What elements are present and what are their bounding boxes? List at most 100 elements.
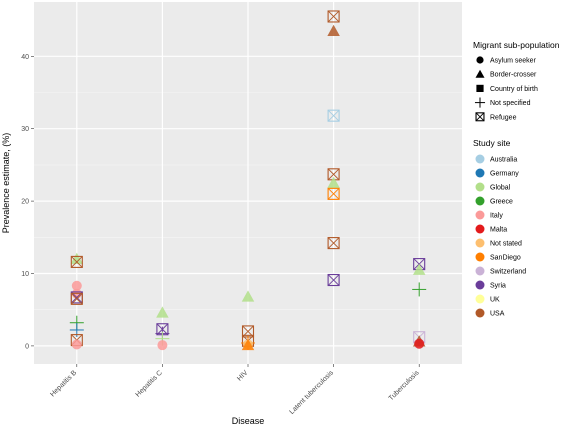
data-points [69, 10, 427, 351]
legend-color-key [475, 252, 485, 262]
marker-x2 [327, 109, 340, 122]
marker-box [70, 292, 83, 305]
marker-triangle [241, 338, 255, 351]
y-tick-label: 40 [21, 54, 29, 61]
legend-color-label: Global [490, 185, 511, 192]
legend-shape-title: Migrant sub-population [473, 40, 560, 50]
marker-x2 [70, 293, 83, 305]
legend-color-label: Switzerland [490, 269, 526, 276]
legend-color-label: Australia [490, 157, 517, 164]
legend-color-label: Syria [490, 283, 506, 290]
marker-circle [71, 280, 82, 291]
x-tick-label: Latent tuberculosis [289, 369, 336, 416]
x-tick-label: Tuberculosis [388, 369, 421, 402]
marker-triangle [412, 263, 426, 275]
legend-color-label: Malta [490, 227, 507, 234]
legend-color-label: USA [490, 311, 505, 318]
marker-square [476, 84, 484, 92]
x-axis-ticks: Hepatitis B Hepatitis C HIV Latent tubercul… [49, 364, 421, 416]
data-point [71, 280, 82, 291]
legend-color-key [475, 210, 485, 220]
data-point [241, 290, 255, 302]
data-point [327, 187, 340, 200]
legend-shape-label: Country of birth [490, 86, 538, 93]
x-tick-label: Hepatitis C [135, 369, 164, 398]
legend-color-label: Greece [490, 199, 513, 206]
y-tick-label: 20 [21, 199, 29, 206]
legend-color-key [475, 238, 485, 248]
marker-circle [476, 56, 484, 64]
marker-circle [414, 338, 425, 349]
y-axis-ticks: 0 10 20 30 40 [21, 54, 34, 350]
legend-shape-key [474, 97, 486, 108]
legend-shape-key [475, 69, 485, 78]
legend-shape-label: Asylum seeker [490, 58, 537, 65]
data-point [327, 176, 340, 188]
marker-box [475, 112, 485, 122]
marker-triangle [327, 176, 340, 188]
marker-x2 [70, 256, 83, 268]
marker-box [327, 10, 340, 23]
data-point [327, 109, 340, 122]
legend-color-title: Study site [473, 138, 511, 148]
legend-color-key [475, 196, 485, 206]
legend-color-label: Not stated [490, 241, 522, 248]
data-point [327, 10, 340, 23]
data-point [412, 282, 427, 297]
marker-x2 [327, 237, 340, 249]
y-tick-label: 0 [25, 343, 29, 350]
legend-color-key [475, 294, 485, 304]
data-point [414, 338, 425, 349]
marker-circle [71, 339, 82, 350]
legend-shape-key [476, 84, 484, 92]
marker-triangle [156, 306, 169, 318]
x-tick-label: HIV [236, 369, 249, 382]
data-point [327, 24, 340, 36]
marker-box [327, 109, 340, 122]
legend-color-key [475, 224, 485, 234]
x-axis-title: Disease [232, 416, 265, 426]
data-point [71, 339, 82, 350]
y-tick-label: 10 [21, 271, 29, 278]
data-point [156, 306, 169, 318]
legend-color-label: Germany [490, 171, 519, 178]
marker-x2 [475, 112, 485, 122]
legend-color-key [475, 308, 485, 318]
marker-box [327, 187, 340, 200]
marker-x2 [327, 274, 340, 286]
data-point [70, 252, 84, 265]
legend-color-key [475, 266, 485, 276]
data-point [327, 237, 340, 250]
legend-shape-label: Not specified [490, 100, 531, 107]
legend-color-label: UK [490, 297, 500, 304]
legend-shape-key [475, 112, 485, 122]
data-point [70, 292, 83, 305]
marker-x2 [327, 168, 340, 181]
legend-study-site: Study site Australia Germany Global Greece I… [473, 138, 526, 318]
legend-shape-label: Border-crosser [490, 72, 537, 79]
legend-color-key [475, 168, 485, 178]
data-point [70, 255, 83, 268]
y-tick-label: 30 [21, 126, 29, 133]
legend-color-label: SanDiego [490, 255, 521, 262]
legend-color-key [475, 182, 485, 192]
marker-triangle [327, 24, 340, 36]
legend-color-key [475, 280, 485, 290]
marker-box [327, 237, 340, 250]
legend-shape-key [476, 56, 484, 64]
major-gridlines [34, 2, 462, 364]
x-tick-label: Hepatitis B [49, 369, 78, 398]
legend-shape-label: Refugee [490, 114, 517, 121]
marker-x2 [327, 188, 340, 200]
marker-box [327, 273, 340, 287]
marker-triangle [475, 69, 485, 78]
legend-color-key [475, 154, 485, 164]
data-point [241, 338, 255, 351]
marker-x2 [327, 10, 340, 23]
data-point [327, 273, 340, 287]
marker-triangle [70, 252, 84, 265]
legend-color-label: Italy [490, 213, 503, 220]
marker-triangle [241, 290, 255, 302]
marker-circle [157, 340, 168, 351]
